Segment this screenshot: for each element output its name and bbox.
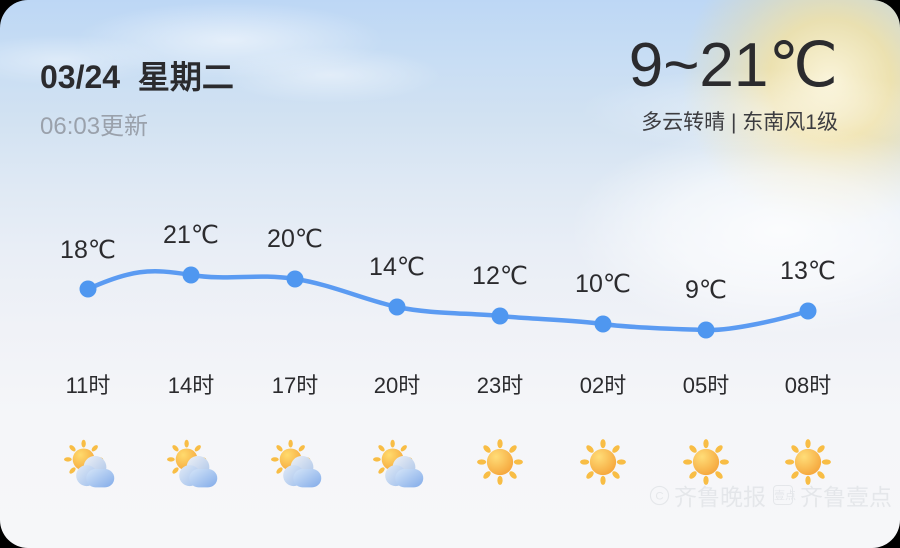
svg-text:C: C [655, 490, 663, 502]
